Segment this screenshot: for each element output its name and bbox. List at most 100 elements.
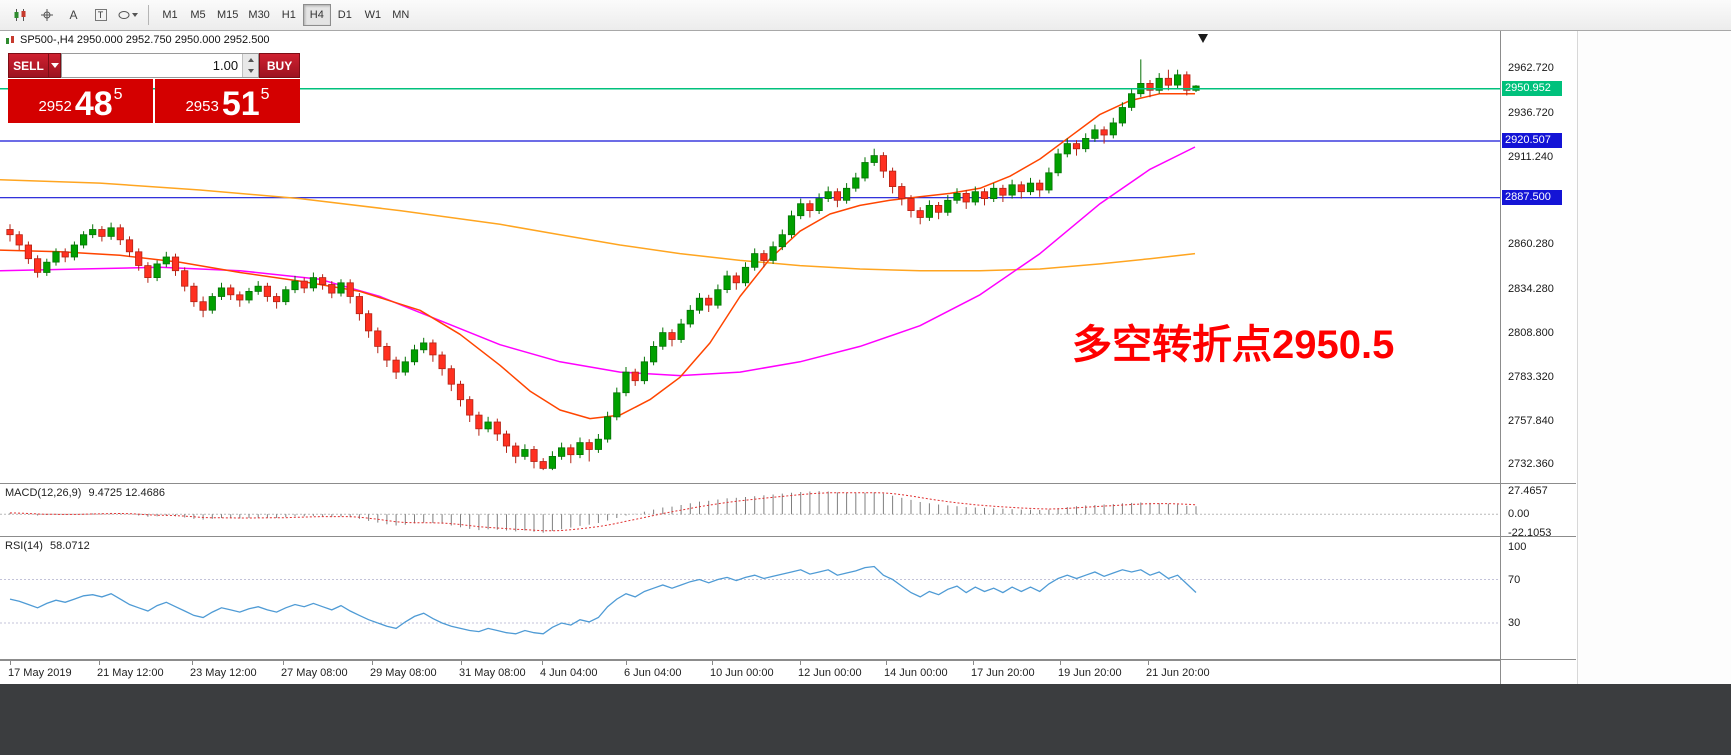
scale-label: 2808.800 (1508, 326, 1554, 339)
tf-button-h1[interactable]: H1 (275, 4, 303, 26)
time-axis-label: 31 May 08:00 (459, 667, 526, 679)
time-axis-tick (626, 661, 627, 665)
tf-button-d1[interactable]: D1 (331, 4, 359, 26)
buy-button[interactable]: BUY (259, 53, 300, 78)
panel-separator[interactable] (0, 483, 1576, 484)
shapes-dropdown-icon[interactable] (114, 3, 141, 27)
tf-button-m5[interactable]: M5 (184, 4, 212, 26)
time-axis-tick (283, 661, 284, 665)
scale-label: -22.1053 (1508, 526, 1552, 539)
text-tool-label: A (69, 8, 78, 22)
rsi-title: RSI(14) (5, 540, 43, 552)
sell-button[interactable]: SELL (8, 53, 49, 78)
tf-button-h4[interactable]: H4 (302, 4, 331, 26)
time-axis-tick (1148, 661, 1149, 665)
text-tool-icon[interactable]: A (60, 3, 87, 27)
panel-separator[interactable] (0, 536, 1576, 537)
volume-stepper (242, 54, 259, 77)
time-axis-tick (542, 661, 543, 665)
tf-button-m30[interactable]: M30 (243, 4, 274, 26)
scale-label: 2911.240 (1508, 150, 1554, 163)
trade-options-dropdown[interactable] (48, 53, 62, 78)
up-arrow-icon (247, 57, 254, 62)
bid-price-display[interactable]: 2952 48 5 (8, 79, 153, 123)
right-margin (1577, 31, 1731, 684)
macd-panel[interactable] (0, 484, 1500, 536)
time-axis-label: 14 Jun 00:00 (884, 667, 948, 679)
ask-price-display[interactable]: 2953 51 5 (155, 79, 300, 123)
time-axis-label: 10 Jun 00:00 (710, 667, 774, 679)
time-axis-tick (973, 661, 974, 665)
time-axis[interactable]: 17 May 2019 21 May 12:00 23 May 12:00 27 Ma… (0, 660, 1500, 684)
shape-glyph (118, 11, 129, 19)
time-axis-tick (712, 661, 713, 665)
volume-down-button[interactable] (243, 65, 259, 77)
panel-separator (0, 659, 1576, 660)
time-axis-label: 23 May 12:00 (190, 667, 257, 679)
price-tag: 2887.500 (1502, 189, 1562, 205)
time-axis-label: 19 Jun 20:00 (1058, 667, 1122, 679)
chart-ohlc-header: SP500-,H4 2950.000 2952.750 2950.000 295… (5, 34, 270, 46)
tf-button-m15[interactable]: M15 (212, 4, 243, 26)
time-axis-tick (1060, 661, 1061, 665)
time-axis-label: 21 Jun 20:00 (1146, 667, 1210, 679)
time-axis-tick (99, 661, 100, 665)
scale-label: 30 (1508, 616, 1521, 629)
scale-label: 2757.840 (1508, 414, 1554, 427)
price-scale[interactable]: 2962.720 2936.720 2911.240 2860.280 2834.280… (1500, 31, 1576, 684)
trade-controls-row: SELL BUY (8, 53, 300, 78)
scale-label: 27.4657 (1508, 485, 1548, 498)
scroll-end-marker[interactable] (1198, 34, 1208, 43)
macd-title: MACD(12,26,9) (5, 487, 82, 499)
chart-text-annotation: 多空转折点2950.5 (1072, 323, 1395, 367)
down-arrow-icon (247, 69, 254, 74)
dropdown-arrow-icon (50, 63, 59, 68)
time-axis-label: 12 Jun 00:00 (798, 667, 862, 679)
rsi-panel[interactable] (0, 537, 1500, 659)
scale-label: 100 (1508, 541, 1527, 553)
rsi-label: RSI(14) 58.0712 (5, 540, 90, 552)
drawing-tools-group: A T (6, 3, 141, 27)
ohlc-text: SP500-,H4 2950.000 2952.750 2950.000 295… (20, 34, 270, 46)
bid-pips: 48 (74, 85, 113, 124)
ask-pips: 51 (221, 85, 260, 124)
scale-label: 2860.280 (1508, 238, 1554, 251)
frame-tool-label: T (94, 9, 107, 21)
crosshair-icon[interactable] (33, 3, 60, 27)
macd-values: 9.4725 12.4686 (88, 487, 165, 499)
volume-up-button[interactable] (243, 54, 259, 66)
scale-label: 70 (1508, 573, 1521, 586)
toolbar-separator (148, 5, 149, 25)
candles-glyph (14, 9, 25, 21)
tf-button-m1[interactable]: M1 (156, 4, 184, 26)
one-click-trading-panel: SELL BUY 2952 48 5 (8, 53, 300, 123)
scale-label: 0.00 (1508, 508, 1530, 521)
crosshair-glyph (40, 9, 53, 21)
tf-button-w1[interactable]: W1 (359, 4, 387, 26)
bottom-strip (0, 684, 1731, 755)
time-axis-tick (10, 661, 11, 665)
chart-window-icon (6, 35, 14, 44)
tf-button-mn[interactable]: MN (387, 4, 415, 26)
scale-label: 2962.720 (1508, 62, 1554, 75)
text-frame-tool-icon[interactable]: T (87, 3, 114, 27)
dropdown-arrow-icon (131, 13, 138, 17)
scale-label: 2936.720 (1508, 107, 1554, 120)
bid-prefix: 2952 (38, 98, 72, 115)
chart-window: SP500-,H4 2950.000 2952.750 2950.000 295… (0, 31, 1731, 684)
volume-input[interactable] (62, 54, 243, 77)
time-axis-tick (192, 661, 193, 665)
time-axis-label: 27 May 08:00 (281, 667, 348, 679)
time-axis-label: 21 May 12:00 (97, 667, 164, 679)
chart-candles-icon[interactable] (6, 3, 33, 27)
time-axis-tick (372, 661, 373, 665)
time-axis-tick (886, 661, 887, 665)
scale-label: 2732.360 (1508, 458, 1554, 471)
main-price-chart[interactable] (0, 31, 1500, 483)
time-axis-label: 17 May 2019 (8, 667, 72, 679)
volume-box (61, 53, 260, 78)
time-axis-tick (800, 661, 801, 665)
bid-ask-row: 2952 48 5 2953 51 5 (8, 79, 300, 123)
time-axis-label: 17 Jun 20:00 (971, 667, 1035, 679)
